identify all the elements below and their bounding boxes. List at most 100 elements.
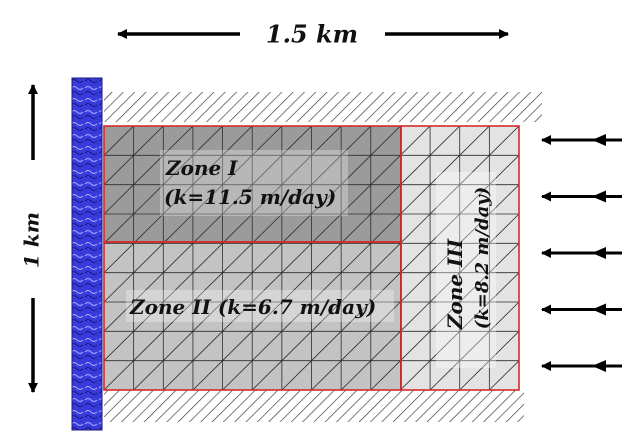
mesh-line [251,272,283,303]
mesh-line [133,272,164,303]
mesh-line [103,360,134,391]
mesh-line [163,184,194,215]
mesh-line [133,331,164,361]
mesh-line [251,184,283,215]
mesh-line [311,331,342,361]
mesh-line [340,184,372,215]
mesh-line [133,213,164,244]
mesh-line [340,213,372,244]
zone-1-name: Zone I [165,156,238,180]
mesh-line [370,184,401,215]
mesh-line [192,331,223,361]
zone-2-label: Zone II (k=6.7 m/day) [129,295,376,319]
mesh-line [251,243,283,273]
mesh-line [429,360,460,391]
inflow-arrow-secondary-head [592,303,606,316]
mesh-line [340,125,372,156]
mesh-line [400,301,431,332]
mesh-line [370,155,401,185]
bottom-impermeable-boundary [104,390,524,422]
height-label: 1 km [20,212,44,268]
zone-1-label-box [160,150,348,216]
mesh-line [370,360,401,391]
mesh-line [192,272,223,303]
mesh-line [311,301,342,332]
mesh-line [103,125,134,156]
mesh-line [311,155,342,185]
mesh-line [133,125,164,156]
mesh-line [400,213,431,244]
mesh-line [222,184,253,215]
mesh-line [222,331,253,361]
mesh-line [311,184,342,215]
mesh-line [192,243,223,273]
mesh-line [133,360,164,391]
mesh-line [163,125,194,156]
mesh-line [340,272,372,303]
mesh-line [489,155,520,185]
mesh-line [192,155,223,185]
mesh-line [489,125,520,156]
mesh-line [281,213,312,244]
mesh-line [340,243,372,273]
mesh-line [163,243,194,273]
mesh-line [370,331,401,361]
mesh-line [281,331,312,361]
mesh-line [192,125,223,156]
mesh-line [281,155,312,185]
top-impermeable-boundary [104,92,542,122]
mesh-line [400,155,431,185]
mesh-line [163,272,194,303]
mesh-line [103,243,134,273]
mesh-line [222,301,253,332]
mesh-line [163,331,194,361]
mesh-line [192,301,223,332]
mesh-line [340,155,372,185]
zone-3-label-box [436,172,496,368]
width-label: 1.5 km [266,20,358,49]
mesh-line [400,243,431,273]
mesh-line [103,184,134,215]
mesh-line [459,213,490,244]
zone-2-label-box [126,290,394,322]
zone-3-conductivity: (k=8.2 m/day) [472,187,493,330]
mesh-line [370,272,401,303]
zone-3-name: Zone III [443,238,467,330]
mesh-line [489,360,520,391]
mesh-line [281,272,312,303]
mesh-line [103,331,134,361]
mesh-line [103,155,134,185]
mesh-line [489,331,520,361]
mesh-line [222,272,253,303]
mesh-line [192,184,223,215]
mesh-line [163,360,194,391]
mesh-line [459,155,490,185]
inflow-arrows [541,134,622,372]
mesh-line [192,213,223,244]
mesh-line [400,331,431,361]
mesh-line [311,125,342,156]
river-boundary [71,77,103,431]
mesh-line [370,125,401,156]
mesh-line [489,272,520,303]
mesh-line [340,360,372,391]
mesh-line [251,331,283,361]
zone-1-conductivity: (k=11.5 m/day) [164,185,336,209]
mesh-line [311,243,342,273]
mesh-line [340,301,372,332]
mesh-line [251,301,283,332]
mesh-line [251,125,283,156]
mesh-line [222,213,253,244]
inflow-arrow-secondary-head [592,360,606,372]
mesh-line [311,272,342,303]
mesh-line [459,184,490,215]
mesh-line [192,360,223,391]
mesh-line [370,301,401,332]
mesh-line [489,213,520,244]
mesh-line [281,243,312,273]
mesh-line [281,360,312,391]
mesh-line [251,155,283,185]
mesh-line [222,243,253,273]
mesh-line [429,331,460,361]
mesh-line [251,360,283,391]
